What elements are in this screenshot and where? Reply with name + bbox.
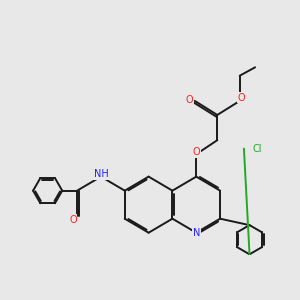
Text: O: O bbox=[237, 93, 245, 103]
Text: N: N bbox=[193, 228, 200, 238]
Text: O: O bbox=[185, 94, 193, 104]
Text: O: O bbox=[69, 215, 77, 225]
Text: Cl: Cl bbox=[252, 144, 262, 154]
Text: O: O bbox=[192, 147, 200, 157]
Text: NH: NH bbox=[94, 169, 109, 179]
